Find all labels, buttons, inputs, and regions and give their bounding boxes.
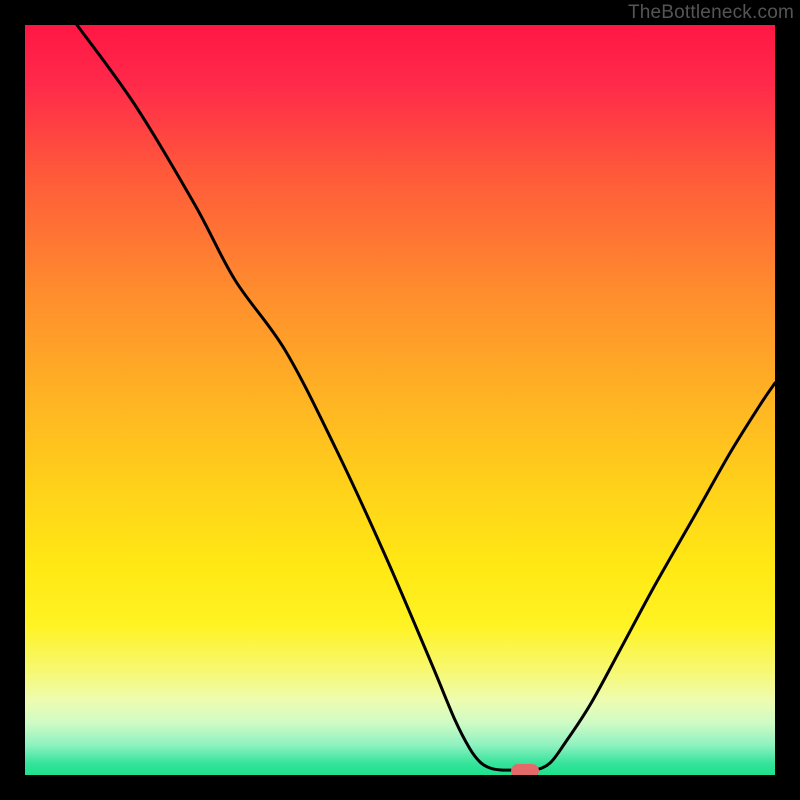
gradient-background	[25, 25, 775, 775]
plot-area	[25, 25, 775, 775]
chart-svg	[25, 25, 775, 775]
watermark-text: TheBottleneck.com	[628, 2, 794, 24]
chart-frame: TheBottleneck.com	[0, 0, 800, 800]
optimum-marker	[511, 764, 539, 775]
